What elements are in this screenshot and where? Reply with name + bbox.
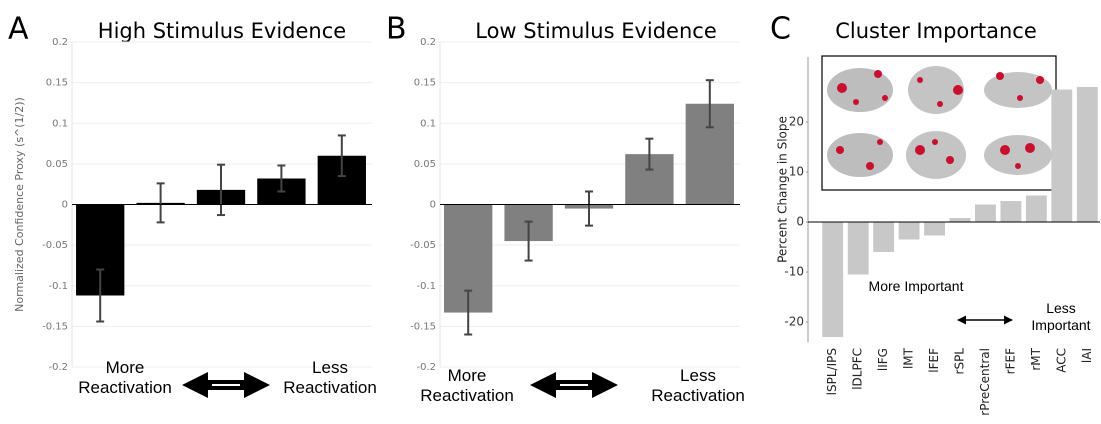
annotation: More Reactivation: [420, 366, 514, 406]
x-tick-label: rMT: [1029, 347, 1043, 370]
y-tick-label: 0.2: [420, 37, 436, 48]
y-tick-label: 10: [789, 165, 804, 179]
error-bar: [277, 164, 286, 193]
annotation: Less Reactivation: [283, 358, 377, 398]
error-bar: [705, 79, 714, 129]
panel-letter: A: [8, 12, 29, 47]
error-bar: [524, 220, 533, 262]
panel-letter: B: [386, 12, 407, 47]
error-bar: [217, 163, 225, 217]
annotation: More Important: [868, 278, 964, 294]
y-tick-label: 0.1: [52, 118, 68, 129]
x-tick-label: rSPL: [953, 348, 967, 375]
error-bar: [337, 134, 346, 178]
x-tick-label: rPreCentral: [978, 348, 992, 416]
y-tick-label: -10: [784, 265, 804, 279]
y-axis-label: Percent Change in Slope: [776, 116, 790, 263]
x-tick-label: ACC: [1054, 348, 1068, 373]
double-arrow: [182, 315, 1013, 398]
annotation: Less Important: [1031, 300, 1091, 333]
y-tick-label: 0.05: [414, 159, 436, 170]
chart-title: High Stimulus Evidence: [98, 19, 346, 43]
error-bar: [645, 137, 654, 171]
error-bar: [585, 190, 593, 227]
y-tick-label: -0.2: [48, 362, 68, 373]
y-tick-label: 20: [789, 115, 804, 129]
x-tick-label: lFEF: [927, 348, 941, 373]
panel-letter: C: [770, 12, 791, 47]
y-tick-label: 0: [62, 200, 68, 211]
x-tick-label: rFEF: [1003, 348, 1017, 374]
bar: [873, 222, 895, 252]
error-bar: [156, 182, 165, 224]
y-tick-label: -0.1: [48, 281, 68, 292]
y-tick-label: 0.2: [52, 37, 68, 48]
brain-inset: [821, 55, 1057, 191]
y-tick-label: -0.2: [416, 362, 436, 373]
chart-title: Low Stimulus Evidence: [475, 19, 717, 43]
error-bar: [464, 289, 473, 336]
y-tick-label: 0: [796, 215, 804, 229]
bar: [1025, 195, 1047, 222]
bar: [822, 222, 844, 337]
x-tick-label: lSPL/IPS: [825, 348, 839, 395]
y-tick-label: -0.05: [42, 240, 68, 251]
y-tick-label: -0.1: [416, 281, 436, 292]
y-tick-label: -0.05: [410, 240, 436, 251]
y-tick-label: 0.1: [420, 118, 436, 129]
y-tick-label: -0.15: [410, 321, 436, 332]
chart-title: Cluster Importance: [835, 19, 1037, 43]
y-tick-label: 0.05: [46, 159, 68, 170]
bar: [1051, 89, 1073, 222]
y-tick-label: -20: [784, 315, 804, 329]
y-tick-label: 0: [430, 200, 436, 211]
annotation: Less Reactivation: [651, 366, 745, 406]
bar: [847, 222, 869, 275]
x-tick-label: lAI: [1080, 348, 1094, 363]
y-tick-label: 0.15: [414, 78, 436, 89]
bar: [949, 218, 971, 222]
bar: [975, 204, 996, 222]
bar: [898, 222, 920, 240]
bar: [1076, 87, 1098, 222]
y-axis-label: Normalized Confidence Proxy (s^(1/2)): [13, 97, 26, 312]
y-tick-label: 0.15: [46, 78, 68, 89]
x-tick-label: lMT: [902, 347, 916, 369]
x-tick-label: lIFG: [876, 348, 890, 371]
x-tick-label: lDLPFC: [851, 348, 865, 390]
error-bar: [96, 268, 105, 323]
bar: [1000, 201, 1022, 222]
annotation: More Reactivation: [78, 358, 172, 398]
bar: [924, 222, 945, 236]
y-tick-label: -0.15: [42, 321, 68, 332]
